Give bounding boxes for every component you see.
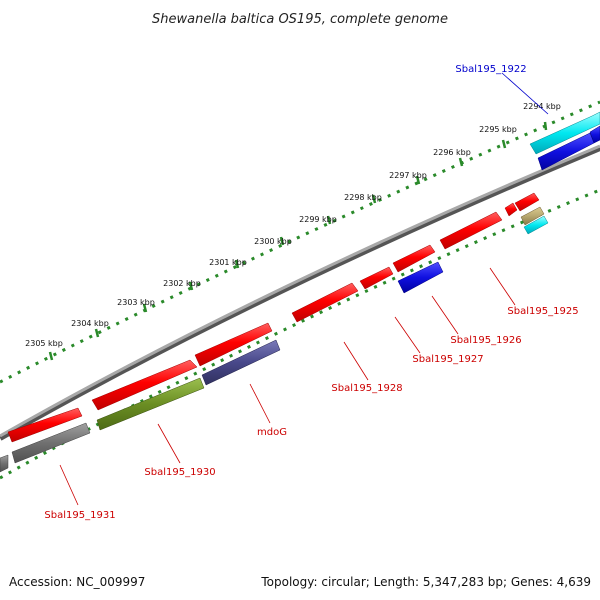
genome-backbone-shadow [0,145,600,441]
gene-labels: Sbal195_1922 Sbal195_1925 Sbal195_1926 S… [44,64,578,521]
gene-label-sbal195-1925[interactable]: Sbal195_1925 [507,306,578,317]
gene-sbal195-1927[interactable] [359,266,394,290]
tick-mark-2298 [371,194,377,204]
tick-mark-2296 [458,157,464,167]
leader-sbal195-1928 [343,341,369,381]
gene-label-sbal195-1927[interactable]: Sbal195_1927 [412,354,483,365]
gene-gray-edge[interactable] [0,454,9,473]
tick-label-2299: 2299 kbp [299,215,337,224]
gene-blue-reverse-edge[interactable] [589,125,600,144]
gene-label-sbal195-1928[interactable]: Sbal195_1928 [331,383,402,394]
outer-tick-ring [0,100,600,384]
leader-sbal195-1927 [394,316,421,354]
tick-labels: 2294 kbp 2295 kbp 2296 kbp 2297 kbp 2298… [25,102,561,348]
map-title: Shewanella baltica OS195, complete genom… [152,12,448,27]
tick-label-2298: 2298 kbp [344,193,382,202]
gene-mdoG[interactable] [201,339,281,386]
leader-sbal195-1926 [431,295,459,335]
gene-mdoG-forward[interactable] [91,359,198,411]
gene-label-sbal195-1922[interactable]: Sbal195_1922 [455,64,526,75]
gene-red-forward-3[interactable] [194,322,273,367]
tick-label-2300: 2300 kbp [254,237,292,246]
inner-tick-ring [0,188,600,480]
tick-label-2296: 2296 kbp [433,148,471,157]
tick-label-2301: 2301 kbp [209,258,247,267]
leader-mdoG [249,383,271,424]
forward-genes [7,111,600,443]
gene-sbal195-1922[interactable] [529,111,600,155]
tick-mark-2305 [48,351,54,361]
gene-label-sbal195-1930[interactable]: Sbal195_1930 [144,467,215,478]
leader-sbal195-1922 [501,72,549,115]
gene-sbal195-1926[interactable] [397,261,444,294]
genome-backbone [0,144,600,438]
gene-sbal195-1928[interactable] [291,282,359,323]
tick-mark-2303 [142,303,148,313]
tick-mark-2297 [415,175,421,185]
gene-sbal195-1930[interactable] [96,377,205,431]
tick-mark-2300 [279,236,285,246]
tick-mark-2301 [234,259,240,269]
reverse-genes [0,125,600,473]
gene-cyan-reverse[interactable] [523,215,549,235]
gene-sbal195-1931-forward[interactable] [7,407,83,443]
gene-small-red-a[interactable] [504,202,518,217]
tick-mark-2304 [94,328,100,338]
tick-mark-2294 [543,121,548,131]
tick-label-2304: 2304 kbp [71,319,109,328]
tick-label-2302: 2302 kbp [163,279,201,288]
label-leaders [59,72,549,506]
leader-sbal195-1925 [489,267,516,306]
leader-sbal195-1931 [59,464,79,506]
genome-summary-text: Topology: circular; Length: 5,347,283 bp… [260,575,591,589]
gene-label-sbal195-1931[interactable]: Sbal195_1931 [44,510,115,521]
tick-label-2297: 2297 kbp [389,171,427,180]
gene-label-sbal195-1926[interactable]: Sbal195_1926 [450,335,521,346]
leader-sbal195-1930 [157,423,181,464]
gene-tan[interactable] [520,206,545,226]
gene-small-red-b[interactable] [514,192,540,212]
gene-label-mdoG[interactable]: mdoG [257,427,287,438]
tick-label-2294: 2294 kbp [523,102,561,111]
gene-sbal195-1931[interactable] [11,422,91,464]
tick-label-2305: 2305 kbp [25,339,63,348]
tick-mark-2299 [326,215,332,225]
tick-label-2303: 2303 kbp [117,298,155,307]
tick-mark-2302 [188,281,194,291]
gene-red-forward-6[interactable] [392,244,436,273]
tick-mark-2295 [501,139,507,149]
tick-label-2295: 2295 kbp [479,125,517,134]
gene-sbal195-1925[interactable] [439,211,503,250]
outer-major-ticks [48,121,548,361]
accession-text: Accession: NC_009997 [9,575,145,589]
